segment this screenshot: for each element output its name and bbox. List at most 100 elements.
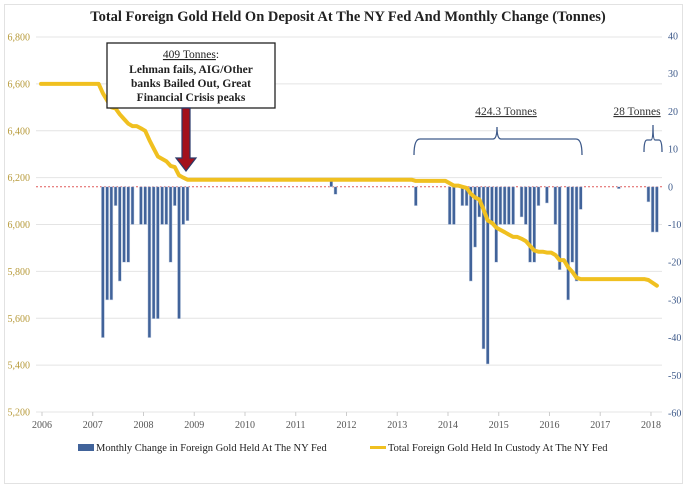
right-tick-label: 0 (668, 182, 673, 193)
bar-2008-11 (185, 186, 190, 221)
brace-icon (643, 124, 663, 153)
bar-2008-09 (177, 186, 181, 319)
right-tick-label: -40 (668, 333, 681, 344)
bar-2007-10 (130, 186, 135, 225)
monthly-change-bars (101, 179, 659, 365)
x-tick-label: 2014 (438, 420, 458, 431)
bar-2018-01 (650, 186, 655, 233)
bar-2015-03 (507, 186, 511, 225)
bar-2015-10 (536, 186, 541, 206)
bar-2007-09 (126, 186, 131, 263)
right-tick-label: 20 (668, 107, 678, 118)
bar-2017-12 (646, 186, 651, 203)
bar-2008-02 (147, 186, 152, 338)
bar-2015-07 (524, 186, 528, 225)
annotation-line: Lehman fails, AIG/Other (129, 64, 253, 76)
bar-2014-06 (469, 186, 473, 282)
x-tick-label: 2008 (133, 420, 153, 431)
bar-2014-02 (452, 186, 456, 225)
bar-2016-03 (557, 186, 562, 270)
left-tick-label: 6,000 (8, 220, 31, 231)
bar-2014-07 (473, 186, 477, 248)
left-tick-label: 5,200 (8, 408, 31, 419)
right-tick-label: -60 (668, 409, 681, 420)
bar-2013-05 (414, 186, 418, 206)
bar-2015-04 (511, 186, 515, 225)
x-tick-label: 2015 (489, 420, 509, 431)
total-gold-line (39, 81, 659, 288)
bar-2015-01 (498, 186, 503, 225)
bar-2015-02 (502, 186, 507, 225)
bar-2008-03 (151, 186, 156, 319)
bar-2018-02 (655, 186, 659, 233)
legend: Monthly Change in Foreign Gold Held At T… (78, 443, 608, 454)
bar-2007-04 (105, 186, 109, 301)
right-tick-label: 30 (668, 69, 678, 80)
bar-2014-04 (460, 186, 465, 206)
right-tick-label: -10 (668, 220, 681, 231)
crisis-annotation: 409 Tonnes: Lehman fails, AIG/Other bank… (106, 42, 276, 172)
left-tick-label: 6,200 (8, 173, 31, 184)
bar-2015-12 (545, 186, 549, 204)
annotation-line: Financial Crisis peaks (137, 92, 246, 104)
x-axis: 2006 2007 2008 2009 2010 2011 2012 2013 2014 2015… (32, 412, 661, 431)
bar-2015-09 (532, 186, 537, 263)
x-tick-label: 2007 (83, 420, 103, 431)
bar-2016-02 (553, 186, 558, 225)
bar-2007-06 (113, 186, 118, 206)
bar-2007-12 (139, 186, 143, 225)
left-tick-label: 6,800 (8, 33, 31, 44)
down-arrow-icon (174, 107, 198, 172)
brace-label: 424.3 Tonnes (475, 106, 537, 118)
bar-2016-07 (574, 186, 579, 282)
bar-2014-10 (485, 186, 490, 365)
x-tick-label: 2013 (387, 420, 407, 431)
right-tick-label: -50 (668, 371, 681, 382)
bar-2014-11 (490, 186, 494, 225)
bar-2016-06 (570, 186, 575, 263)
legend-swatch-line (370, 446, 386, 449)
bar-2007-05 (109, 186, 114, 301)
bar-2007-03 (101, 186, 105, 338)
brace-label: 28 Tonnes (613, 106, 661, 118)
right-tick-label: 10 (668, 145, 678, 156)
bar-2008-01 (143, 186, 147, 225)
annotation-box (106, 42, 276, 109)
x-tick-label: 2009 (184, 420, 204, 431)
left-tick-label: 5,600 (8, 314, 31, 325)
bar-2014-01 (447, 186, 452, 225)
right-tick-label: -20 (668, 258, 681, 269)
right-tick-label: -30 (668, 295, 681, 306)
left-axis: 6,800 6,600 6,400 6,200 6,000 5,800 5,600 5,400… (8, 33, 31, 419)
bar-2007-07 (118, 186, 122, 282)
brace-icon (413, 126, 583, 156)
x-tick-label: 2017 (590, 420, 610, 431)
right-tick-label: 40 (668, 32, 678, 43)
legend-label-bars: Monthly Change in Foreign Gold Held At T… (96, 443, 327, 454)
x-tick-label: 2010 (235, 420, 255, 431)
bar-2008-05 (160, 186, 164, 225)
bar-2011-10 (333, 186, 338, 195)
x-tick-label: 2018 (641, 420, 661, 431)
x-tick-label: 2011 (286, 420, 306, 431)
left-tick-label: 5,800 (8, 267, 31, 278)
bar-2007-08 (122, 186, 126, 263)
bar-2008-04 (156, 186, 160, 319)
legend-swatch-bars (78, 444, 94, 451)
chart-title: Total Foreign Gold Held On Deposit At Th… (90, 9, 606, 25)
annotation-line: banks Bailed Out, Great (131, 78, 251, 90)
bar-2008-10 (181, 186, 185, 225)
brace-annotation-2013-2016: 424.3 Tonnes (413, 106, 583, 156)
bar-2016-08 (579, 186, 583, 210)
left-tick-label: 5,400 (8, 361, 31, 372)
bar-2015-06 (519, 186, 524, 218)
x-tick-label: 2016 (539, 420, 559, 431)
brace-annotation-2018: 28 Tonnes (613, 106, 663, 153)
left-tick-label: 6,400 (8, 126, 31, 137)
x-tick-label: 2006 (32, 420, 52, 431)
legend-label-line: Total Foreign Gold Held In Custody At Th… (388, 443, 608, 454)
bar-2014-09 (481, 186, 486, 350)
chart-frame (4, 4, 683, 484)
bar-2008-08 (173, 186, 177, 206)
